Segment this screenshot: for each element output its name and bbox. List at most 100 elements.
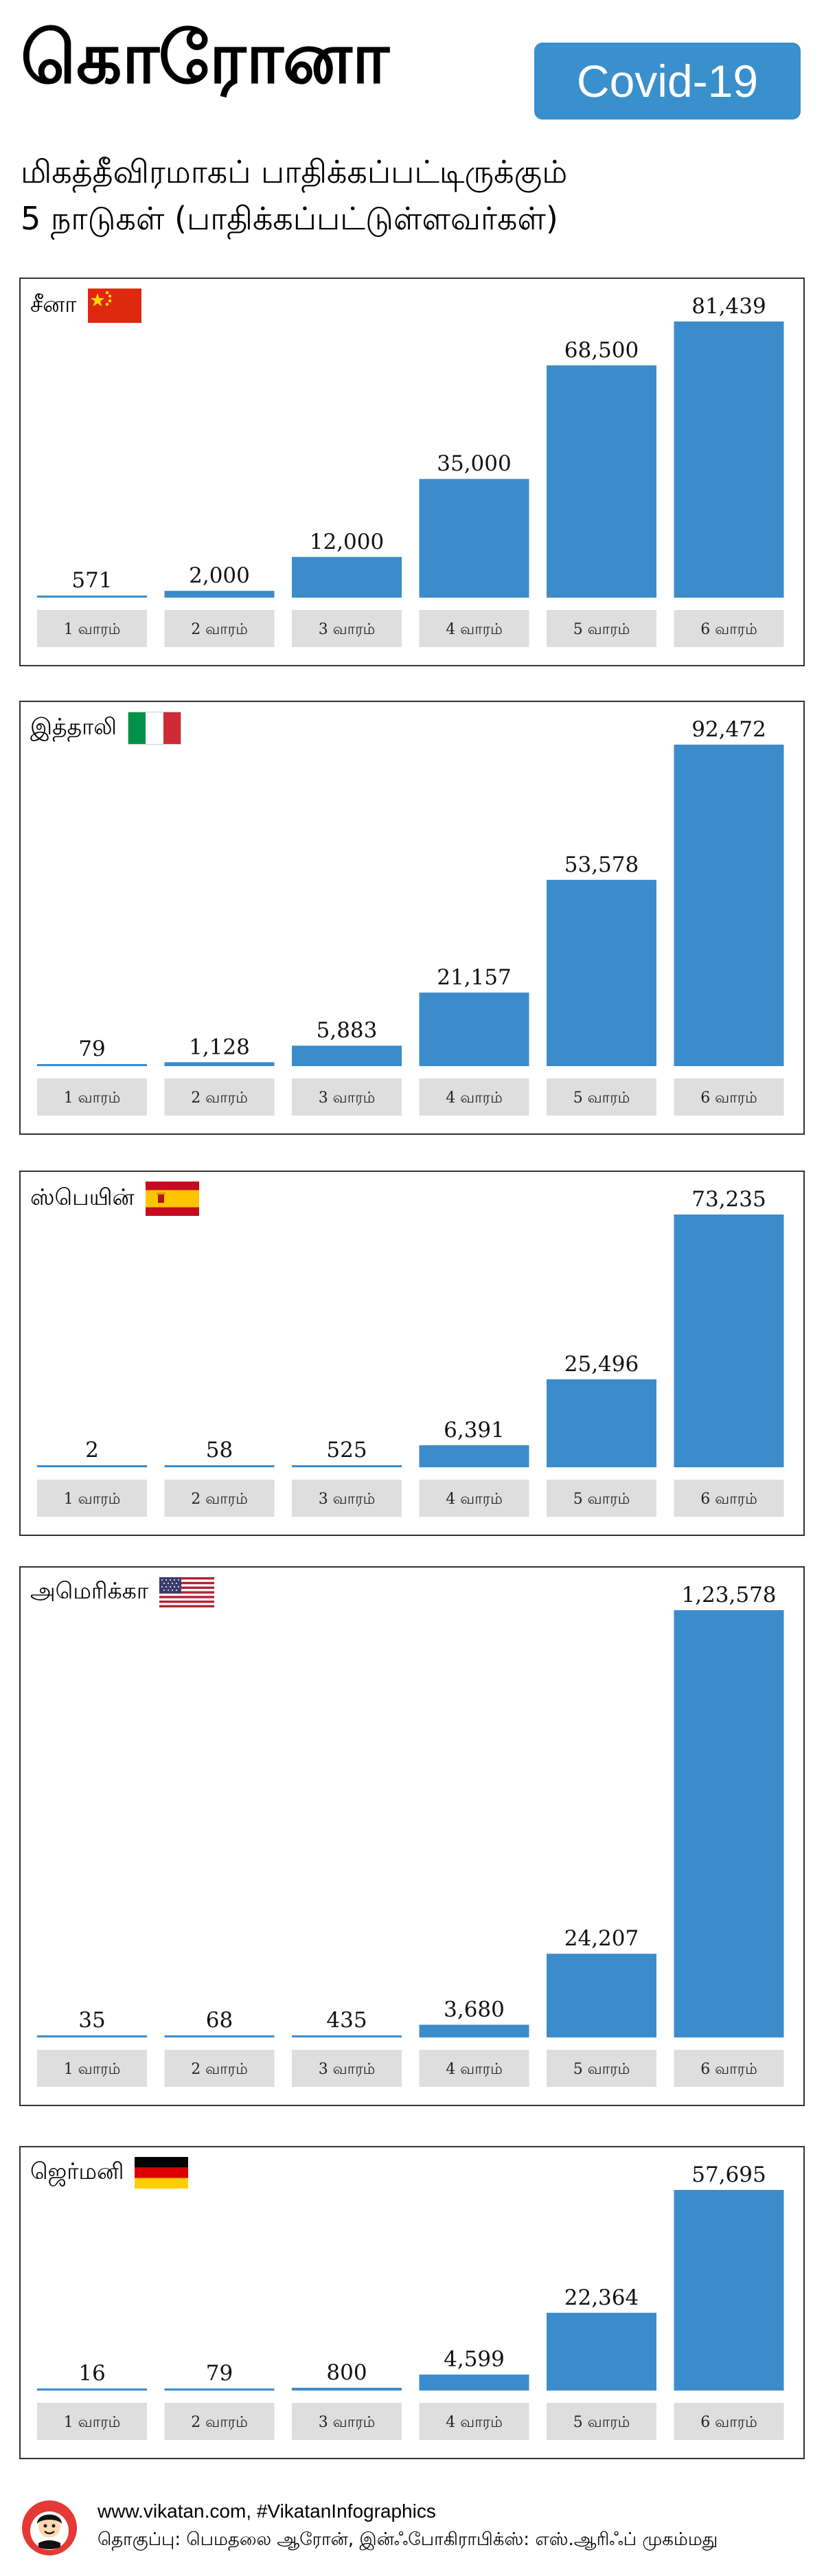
week-label: 2 வாரம்	[191, 2061, 248, 2078]
bar	[37, 596, 147, 598]
bar-value-label: 81,439	[691, 294, 766, 319]
week-label: 2 வாரம்	[191, 2414, 248, 2431]
week-label: 4 வாரம்	[446, 1089, 503, 1107]
week-label-box	[37, 1078, 147, 1116]
week-label: 6 வாரம்	[700, 2061, 757, 2078]
panel-header: சீனா	[30, 289, 141, 323]
week-label-box	[37, 2050, 147, 2087]
chart-panel-china: 571 1 வாரம் 2,000 2 வாரம் 12,000 3 வாரம் 35,00…	[19, 278, 805, 666]
week-label-box	[292, 610, 402, 647]
week-label: 3 வாரம்	[319, 1089, 376, 1107]
week-label-box	[164, 1480, 275, 1517]
usa-flag-icon	[159, 1577, 215, 1607]
week-label: 1 வாரம்	[64, 2414, 121, 2431]
week-label-box	[292, 2050, 402, 2087]
week-label-box	[547, 1078, 656, 1116]
bar-value-label: 3,680	[444, 1997, 505, 2022]
bar-value-label: 35,000	[437, 451, 511, 476]
panel-header: இத்தாலி	[30, 712, 181, 745]
bar-value-label: 24,207	[564, 1926, 639, 1951]
bar-value-label: 58	[206, 1438, 233, 1462]
week-label-box	[164, 2403, 275, 2440]
bar	[37, 2388, 147, 2391]
footer-website[interactable]: www.vikatan.com, #VikatanInfographics	[98, 2500, 436, 2522]
bar	[164, 2388, 275, 2391]
week-label: 5 வாரம்	[573, 1089, 630, 1107]
bar-value-label: 16	[78, 2361, 105, 2386]
bar	[292, 2387, 402, 2391]
bar	[292, 1465, 402, 1467]
week-label: 5 வாரம்	[573, 1491, 630, 1508]
bar	[419, 1445, 529, 1467]
week-label-box	[674, 1480, 784, 1517]
bar-value-label: 22,364	[564, 2285, 639, 2310]
bar-value-label: 79	[206, 2361, 233, 2386]
week-label: 3 வாரம்	[319, 1491, 376, 1508]
bar	[164, 1062, 275, 1066]
bar	[164, 1465, 275, 1467]
chart-panel-italy: 79 1 வாரம் 1,128 2 வாரம் 5,883 3 வாரம் 21,157 4…	[19, 701, 805, 1135]
bar	[419, 479, 529, 598]
week-label: 4 வாரம்	[446, 2061, 503, 2078]
week-label: 3 வாரம்	[319, 2414, 376, 2431]
bar	[164, 591, 275, 598]
bar-value-label: 53,578	[564, 852, 639, 877]
bar	[419, 2374, 529, 2391]
country-name: இத்தாலி	[30, 713, 117, 740]
week-label-box	[37, 2403, 147, 2440]
subtitle-line-1: மிகத்தீவிரமாகப் பாதிக்கப்பட்டிருக்கும்	[21, 153, 568, 190]
week-label-box	[164, 1078, 275, 1116]
week-label: 3 வாரம்	[319, 621, 376, 638]
week-label: 1 வாரம்	[64, 1089, 121, 1107]
week-label-box	[37, 610, 147, 647]
bar-value-label: 5,883	[317, 1018, 378, 1043]
bar	[547, 2312, 656, 2391]
week-label: 1 வாரம்	[64, 1491, 121, 1508]
week-label-box	[419, 2050, 529, 2087]
chart-panel-germany: 16 1 வாரம் 79 2 வாரம் 800 3 வாரம் 4,599 4 வாரம்…	[19, 2146, 805, 2459]
week-label: 5 வாரம்	[573, 2414, 630, 2431]
week-label-box	[292, 1078, 402, 1116]
bar-value-label: 435	[326, 2008, 367, 2033]
week-label: 4 வாரம்	[446, 1491, 503, 1508]
bar	[547, 879, 656, 1066]
covid-badge: Covid-19	[534, 43, 801, 120]
week-label-box	[674, 2403, 784, 2440]
week-label: 2 வாரம்	[191, 1491, 248, 1508]
bar-value-label: 79	[78, 1037, 105, 1061]
bar	[674, 1214, 784, 1467]
week-label-box	[419, 610, 529, 647]
week-label: 3 வாரம்	[319, 2061, 376, 2078]
country-name: ஜெர்மனி	[30, 2158, 124, 2184]
country-name: அமெரிக்கா	[30, 1577, 149, 1604]
bar-value-label: 25,496	[564, 1352, 639, 1377]
bar-value-label: 57,695	[691, 2162, 766, 2187]
bar	[674, 745, 784, 1066]
bar	[674, 1610, 784, 2037]
bar-value-label: 73,235	[691, 1187, 766, 1212]
week-label: 6 வாரம்	[700, 621, 757, 638]
bar-value-label: 2,000	[189, 563, 250, 588]
panel-header: ஜெர்மனி	[30, 2157, 189, 2189]
week-label: 6 வாரம்	[700, 1491, 757, 1508]
week-label-box	[674, 2050, 784, 2087]
bar	[674, 2190, 784, 2391]
week-label-box	[419, 1480, 529, 1517]
chart-canvas: 16 1 வாரம் 79 2 வாரம் 800 3 வாரம் 4,599 4 வாரம்…	[37, 2162, 784, 2440]
chart-panel-spain: 2 1 வாரம் 58 2 வாரம் 525 3 வாரம் 6,391 4 வாரம் 2…	[19, 1171, 805, 1536]
bar-value-label: 571	[71, 568, 112, 593]
bar	[419, 2024, 529, 2037]
week-label-box	[547, 2403, 656, 2440]
chart-canvas: 2 1 வாரம் 58 2 வாரம் 525 3 வாரம் 6,391 4 வாரம் 2…	[37, 1187, 784, 1517]
bar-value-label: 6,391	[444, 1418, 505, 1443]
week-label-box	[164, 2050, 275, 2087]
panel-header: அமெரிக்கா	[30, 1577, 215, 1607]
footer-credits: தொகுப்பு: பெமதலை ஆரோன், இன்ஃபோகிராபிக்ஸ்…	[98, 2529, 718, 2550]
bar-value-label: 12,000	[310, 530, 384, 554]
week-label-box	[419, 1078, 529, 1116]
bar-value-label: 92,472	[691, 717, 766, 742]
bar-value-label: 1,128	[189, 1035, 250, 1059]
germany-flag-icon	[135, 2157, 189, 2189]
bar-value-label: 1,23,578	[681, 1583, 776, 1607]
bar	[164, 2035, 275, 2037]
